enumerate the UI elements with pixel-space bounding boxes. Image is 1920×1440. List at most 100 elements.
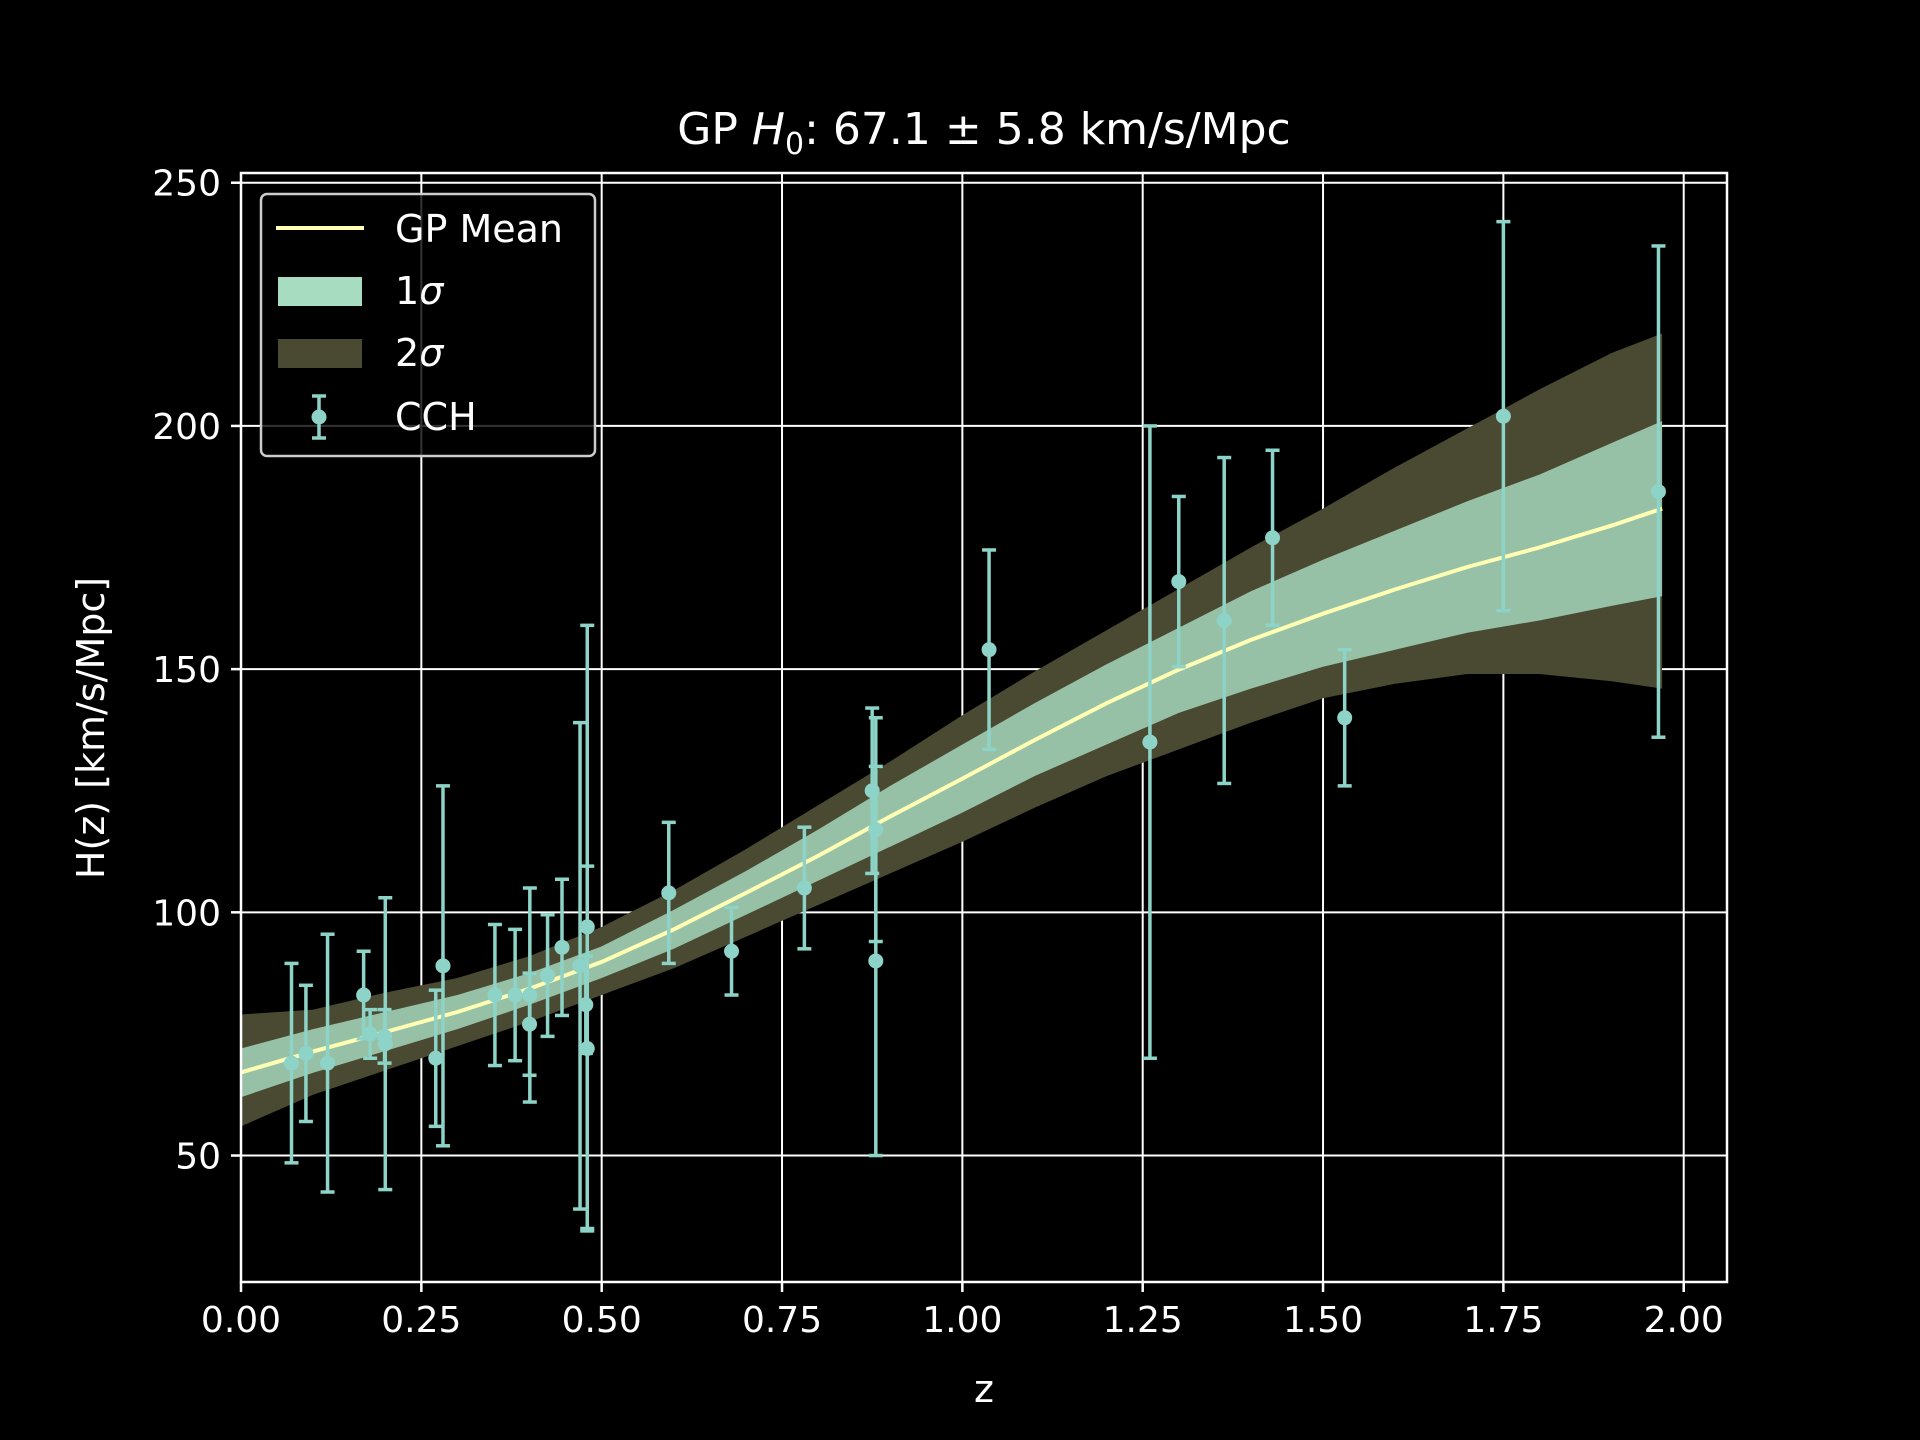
data-marker: [661, 885, 677, 901]
data-marker: [362, 1026, 378, 1042]
data-marker: [320, 1055, 336, 1071]
legend-cch-label-text: CCH: [395, 395, 477, 439]
data-point: [554, 877, 570, 1018]
legend-mean-label: GP Mean: [395, 207, 563, 251]
data-point: [283, 961, 299, 1165]
data-point: [356, 949, 372, 1041]
legend-sigma1-label: 1σ: [395, 269, 445, 313]
x-axis-label: z: [974, 1367, 994, 1411]
x-tick-label: 1.25: [1103, 1300, 1183, 1341]
data-point: [377, 895, 393, 1192]
data-marker: [356, 987, 372, 1003]
sigma1-band-layer: [241, 421, 1663, 1098]
data-point: [981, 548, 997, 752]
data-marker: [540, 968, 556, 984]
data-marker: [298, 1045, 314, 1061]
data-point: [435, 784, 451, 1148]
data-point: [572, 720, 588, 1211]
data-point: [487, 922, 503, 1068]
x-tick-label: 0.75: [742, 1300, 822, 1341]
legend-sigma2-label-symbol: σ: [419, 331, 445, 375]
legend-sigma2-label-text: 2: [395, 331, 419, 375]
y-tick-label: 200: [152, 407, 221, 448]
legend-sigma2-swatch: [278, 339, 362, 368]
x-tick-label: 2.00: [1644, 1300, 1724, 1341]
legend-entry-cch: CCH: [311, 394, 477, 440]
y-tick-label: 250: [152, 164, 221, 205]
data-point: [661, 820, 677, 966]
data-points-layer: [283, 219, 1666, 1233]
x-tick-label: 0.00: [201, 1300, 281, 1341]
data-point: [1650, 244, 1666, 739]
x-tick-label: 1.75: [1463, 1300, 1543, 1341]
gp-mean-line: [240, 506, 1663, 1075]
data-point: [1142, 424, 1158, 1061]
legend-sigma2-label: 2σ: [395, 331, 445, 375]
data-point: [1265, 448, 1281, 628]
sigma2-band: [241, 333, 1663, 1127]
data-marker: [522, 987, 538, 1003]
x-tick-label: 0.25: [381, 1300, 461, 1341]
sigma2-band-layer: [241, 333, 1663, 1127]
data-marker: [1265, 530, 1281, 546]
data-marker: [868, 822, 884, 838]
axes-layer: [239, 171, 1729, 1284]
data-point: [1337, 647, 1353, 788]
legend-entry-sigma1: 1σ: [278, 269, 445, 313]
legend-mean-label-text: GP Mean: [395, 207, 563, 251]
chart-title-suffix: : 67.1 ± 5.8 km/s/Mpc: [804, 104, 1291, 155]
data-marker: [724, 943, 740, 959]
data-marker: [487, 987, 503, 1003]
x-tick-label: 1.00: [922, 1300, 1002, 1341]
data-marker: [435, 958, 451, 974]
data-point: [1171, 494, 1187, 669]
legend-frame: [259, 192, 597, 458]
legend-entry-gp-mean: GP Mean: [276, 207, 563, 251]
chart-title-subscript: 0: [785, 127, 804, 162]
x-tick-label: 1.50: [1283, 1300, 1363, 1341]
data-point: [428, 988, 444, 1129]
data-point: [298, 983, 314, 1124]
legend-cch-label: CCH: [395, 395, 477, 439]
legend-sigma1-label-text: 1: [395, 269, 419, 313]
y-tick-label: 100: [152, 893, 221, 934]
y-tick-label: 50: [175, 1137, 221, 1178]
gp-mean-layer: [240, 506, 1663, 1075]
legend-sigma1-label-symbol: σ: [419, 269, 445, 313]
data-point: [1495, 219, 1511, 613]
chart-title-prefix: GP: [677, 104, 752, 155]
data-marker: [428, 1050, 444, 1066]
legend-sigma1-swatch: [278, 277, 362, 306]
legend: GP Mean 1σ 2σ CCH: [259, 192, 597, 458]
data-point: [579, 864, 595, 1233]
data-point: [724, 905, 740, 997]
data-point: [320, 932, 336, 1194]
chart-title: GP H0: 67.1 ± 5.8 km/s/Mpc: [677, 104, 1290, 162]
data-marker: [1216, 612, 1232, 628]
x-tick-label: 0.50: [562, 1300, 642, 1341]
data-marker: [572, 958, 588, 974]
legend-entry-sigma2: 2σ: [278, 331, 445, 375]
data-marker: [1337, 710, 1353, 726]
data-marker: [507, 987, 523, 1003]
data-marker: [868, 953, 884, 969]
y-axis-label: H(z) [km/s/Mpc]: [69, 577, 113, 879]
chart-title-symbol: H: [752, 104, 785, 155]
data-marker: [377, 1036, 393, 1052]
data-marker: [579, 1041, 595, 1057]
legend-cch-marker: [311, 409, 327, 425]
data-point: [540, 913, 556, 1039]
data-point: [796, 825, 812, 951]
data-marker: [1171, 574, 1187, 590]
axes-frame: [239, 171, 1729, 1284]
y-tick-label: 150: [152, 650, 221, 691]
data-marker: [554, 939, 570, 955]
data-marker: [981, 642, 997, 658]
y-ticks-layer: 50 100 150 200 250: [152, 164, 241, 1178]
data-point: [522, 886, 538, 1104]
data-marker: [1650, 484, 1666, 500]
sigma1-band: [241, 421, 1663, 1098]
data-marker: [1142, 734, 1158, 750]
data-marker: [796, 880, 812, 896]
